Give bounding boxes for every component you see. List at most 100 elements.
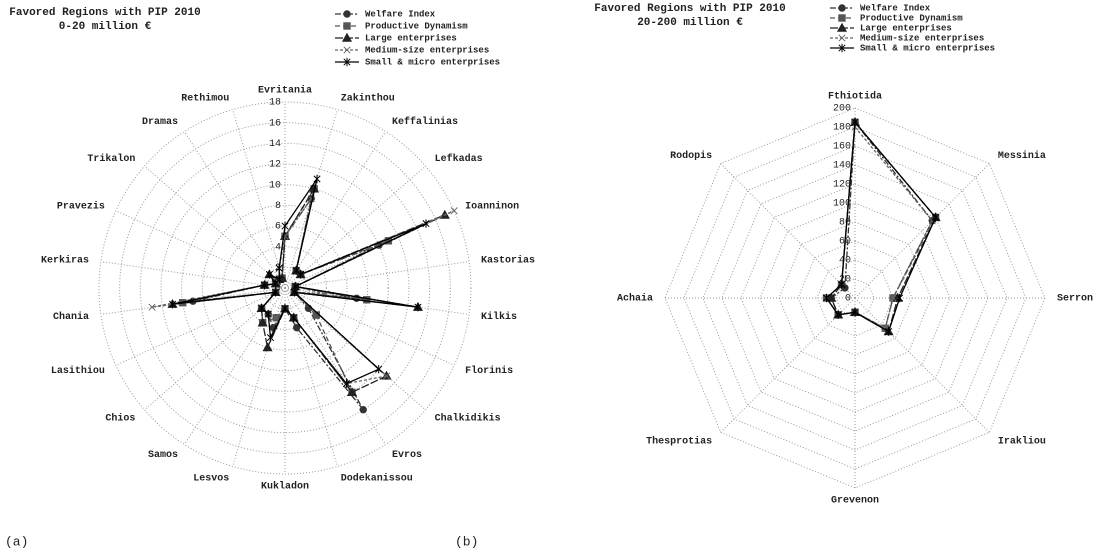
marker [414,302,422,312]
category-label: Ioanninon [465,200,519,212]
category-label: Serron [1057,294,1093,305]
radar-chart: Favored Regions with PIP 2010 20-200 mill… [455,3,1093,550]
y-tick-label: 6 [275,222,281,233]
y-tick-label: 2 [275,263,281,274]
y-tick-label: 16 [269,118,281,129]
legend-label: Small & micro enterprises [365,57,500,67]
marker [275,263,283,273]
category-label: Zakinthou [341,93,395,105]
spoke [232,109,286,289]
legend-marker [838,4,846,12]
marker [363,296,371,304]
marker [889,294,897,302]
y-tick-label: 80 [839,218,851,229]
y-tick-label: 180 [833,123,851,134]
chart-subtitle: 0-20 million € [59,21,152,33]
grid-line [181,184,389,392]
legend-marker [838,34,846,42]
y-tick-label: 18 [269,98,281,109]
category-label: Kukladon [261,481,309,493]
legend-marker [343,46,351,54]
y-tick-label: 200 [833,104,851,115]
marker [932,213,940,222]
marker [264,309,272,319]
legend-marker [343,22,351,30]
marker [272,288,280,297]
marker [148,303,156,311]
category-label: Pravezis [57,200,105,212]
grid-line [160,163,410,413]
chart-title: Favored Regions with PIP 2010 [594,3,785,15]
category-label: Rethimou [181,93,229,105]
marker [291,282,299,291]
marker [896,293,904,303]
marker [297,270,305,279]
marker [826,292,837,302]
category-label: Dramas [142,117,178,128]
spoke [115,210,286,289]
grid-line [201,204,369,372]
spoke [284,131,386,289]
marker [290,288,298,297]
marker [265,270,273,279]
spoke [284,287,386,445]
legend-marker [341,32,353,42]
spoke [100,261,286,289]
grid-line [664,107,1046,489]
grid-line [98,101,472,475]
grid-line [721,164,989,432]
legend-label: Medium-size enterprises [860,33,984,43]
category-label: Thesprotias [646,435,712,447]
category-label: Kerkiras [41,254,89,266]
category-label: Evros [392,450,422,461]
category-label: Lasithiou [51,365,105,377]
grid-line [243,246,327,330]
legend-label: Medium-size enterprises [365,45,489,55]
marker [168,299,177,309]
category-label: Florinis [465,365,513,377]
marker [822,293,831,303]
legend-label: Productive Dynamism [860,13,963,23]
marker [838,280,846,289]
y-tick-label: 0 [845,294,851,305]
category-label: Dodekanissou [341,473,413,485]
category-label: Lesvos [193,474,229,485]
marker [290,313,298,322]
legend-marker [838,14,846,22]
category-label: Keffalinias [392,116,458,128]
marker [281,304,289,313]
marker [275,275,283,284]
marker [281,221,289,231]
category-label: Lefkadas [435,153,483,165]
marker [885,327,893,336]
marker [260,280,269,290]
spoke [284,287,455,366]
category-label: Trikalon [87,153,135,165]
marker [375,365,383,374]
marker [272,314,280,322]
category-label: Chios [105,412,135,424]
category-label: Messinia [998,150,1046,162]
category-label: Samos [148,450,178,461]
y-tick-label: 120 [833,180,851,191]
marker [382,372,391,380]
marker [834,310,842,319]
grid-line [778,221,932,375]
spoke [115,287,286,366]
legend-marker [838,43,846,53]
marker [851,118,859,127]
category-label: Kastorias [481,254,535,266]
legend-label: Welfare Index [365,9,436,19]
category-label: Achaia [617,293,653,305]
grid-line [835,278,875,318]
legend-label: Productive Dynamism [365,21,468,31]
category-label: Evritania [258,85,312,97]
marker [422,219,430,228]
legend-label: Large enterprises [365,33,457,43]
marker [450,207,458,215]
marker [292,323,301,332]
y-tick-label: 4 [275,242,281,253]
marker [359,406,367,414]
y-tick-label: 12 [269,160,281,171]
